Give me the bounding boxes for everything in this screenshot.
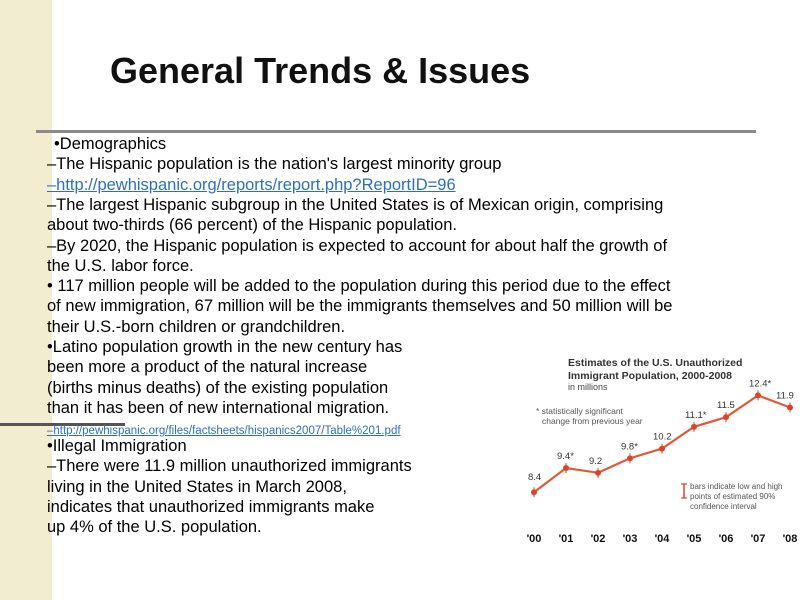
labor-force-line-1: –By 2020, the Hispanic population is exp…	[47, 237, 668, 255]
unauthorized-population-chart: Estimates of the U.S. Unauthorized Immig…	[518, 346, 800, 550]
x-tick-label-8: '08	[783, 533, 798, 545]
data-point-4	[659, 445, 665, 452]
x-tick-label-1: '01	[559, 533, 574, 545]
immigration-line-3: their U.S.-born children or grandchildre…	[47, 318, 346, 336]
chart-subtitle: in millions	[568, 382, 608, 392]
immigration-line-2: of new immigration, 67 million will be t…	[47, 297, 673, 315]
data-label-2: 9.2	[589, 456, 602, 467]
data-point-7	[755, 392, 761, 399]
data-point-0	[531, 489, 537, 496]
data-point-6	[723, 414, 729, 421]
unauthorized-line-4: up 4% of the U.S. population.	[47, 518, 262, 536]
chart-title-line-2: Immigrant Population, 2000-2008	[568, 370, 732, 382]
mexican-origin-line-1: –The largest Hispanic subgroup in the Un…	[47, 196, 664, 214]
latino-growth-line-3: (births minus deaths) of the existing po…	[47, 379, 389, 397]
chart-note-interval-2: points of estimated 90%	[690, 492, 775, 501]
chart-background	[518, 346, 800, 550]
data-label-7: 12.4*	[749, 378, 771, 389]
side-decoration-bar	[0, 0, 52, 600]
data-point-1	[563, 465, 569, 471]
x-tick-label-0: '00	[527, 533, 542, 545]
data-label-5: 11.1*	[685, 410, 707, 421]
data-point-2	[595, 469, 601, 476]
data-label-6: 11.5	[717, 400, 735, 411]
data-label-0: 8.4	[528, 472, 541, 483]
latino-growth-line-4: than it has been of new international mi…	[47, 399, 390, 417]
unauthorized-line-2: living in the United States in March 200…	[47, 478, 347, 496]
pewhispanic-report-link[interactable]: –http://pewhispanic.org/reports/report.p…	[47, 176, 456, 194]
latino-growth-line-1: •Latino population growth in the new cen…	[47, 338, 403, 356]
chart-marks: 8.4 '00 9.4* '01 9.2 '02 9.8* '03 10.2 '04 11.1* '0…	[527, 378, 798, 545]
data-label-8: 11.9	[776, 390, 794, 401]
chart-note-interval-3: confidence interval	[690, 502, 757, 511]
chart-note-interval-1: bars indicate low and high	[690, 482, 783, 491]
chart-title-line-1: Estimates of the U.S. Unauthorized	[568, 357, 742, 369]
mexican-origin-line-2: about two-thirds (66 percent) of the His…	[47, 216, 457, 234]
section-divider	[0, 423, 125, 426]
chart-note-significance-1: * statistically significant	[536, 406, 624, 416]
x-tick-label-2: '02	[591, 533, 606, 545]
bullet-illegal-immigration: •Illegal Immigration	[47, 437, 187, 455]
immigration-line-1: • 117 million people will be added to th…	[47, 277, 671, 295]
x-tick-label-6: '06	[719, 533, 734, 545]
x-tick-label-4: '04	[655, 533, 671, 545]
x-tick-label-5: '05	[687, 533, 702, 545]
data-label-1: 9.4*	[557, 451, 574, 462]
title-divider	[36, 130, 756, 133]
chart-note-significance-2: change from previous year	[542, 416, 643, 426]
pewhispanic-factsheet-link[interactable]: –http://pewhispanic.org/files/factsheets…	[47, 425, 401, 437]
x-tick-label-7: '07	[751, 533, 766, 545]
data-label-4: 10.2	[653, 432, 672, 443]
data-point-8	[787, 404, 793, 411]
data-point-5	[691, 423, 697, 430]
data-label-3: 9.8*	[621, 441, 638, 452]
unauthorized-line-3: indicates that unauthorized immigrants m…	[47, 498, 375, 516]
hispanic-largest-minority: –The Hispanic population is the nation's…	[47, 155, 502, 173]
unauthorized-line-1: –There were 11.9 million unauthorized im…	[47, 457, 412, 475]
x-tick-label-3: '03	[623, 533, 638, 545]
slide-title: General Trends & Issues	[110, 50, 531, 91]
latino-growth-line-2: been more a product of the natural incre…	[47, 358, 368, 376]
data-point-3	[627, 455, 633, 462]
labor-force-line-2: the U.S. labor force.	[47, 257, 194, 275]
bullet-demographics: •Demographics	[54, 135, 167, 153]
